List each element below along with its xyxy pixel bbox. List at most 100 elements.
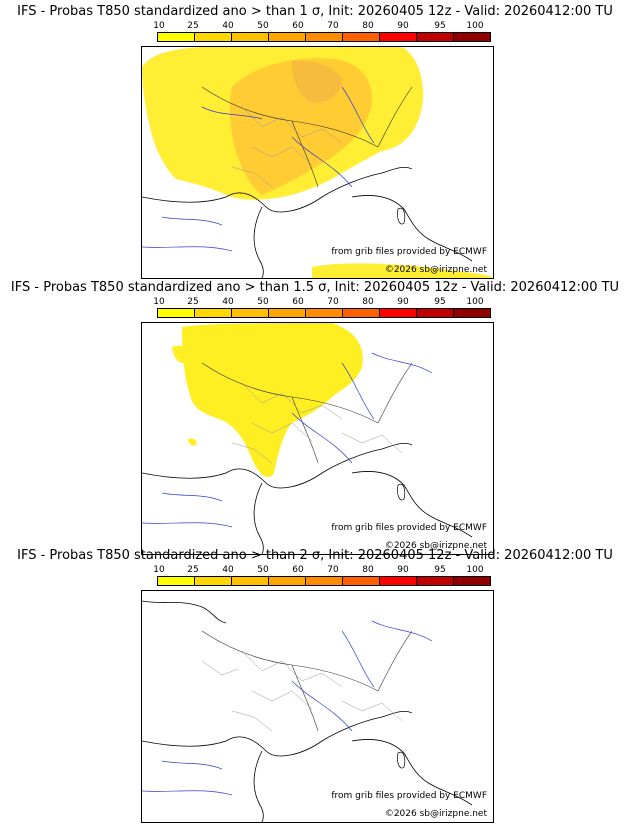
legend-label: 40 <box>222 21 234 31</box>
legend-label: 60 <box>292 297 304 307</box>
legend-swatch <box>417 33 454 41</box>
legend-swatch <box>343 33 380 41</box>
coastline <box>142 710 413 757</box>
probability-area-10-west <box>172 345 191 363</box>
rivers <box>142 352 433 528</box>
legend-swatch <box>380 309 417 317</box>
legend-swatch <box>380 577 417 585</box>
island-corsica <box>397 483 406 501</box>
legend-label: 90 <box>397 297 409 307</box>
country-border <box>201 630 413 732</box>
legend-label: 40 <box>222 565 234 575</box>
source-credit: from grib files provided by ECMWF <box>331 523 487 533</box>
source-credit: from grib files provided by ECMWF <box>331 791 487 801</box>
legend-label: 95 <box>434 565 446 575</box>
legend-swatch <box>454 577 490 585</box>
legend-swatch <box>306 33 343 41</box>
coastline <box>351 471 473 538</box>
map-area: from grib files provided by ECMWF ©2026 … <box>141 322 494 555</box>
panel-title: IFS - Probas T850 standardized ano > tha… <box>17 4 613 19</box>
legend-swatch <box>195 33 232 41</box>
legend-swatch <box>343 577 380 585</box>
legend-color-bar <box>157 308 491 318</box>
legend-swatch <box>306 577 343 585</box>
legend-label: 70 <box>327 565 339 575</box>
legend-label: 80 <box>362 565 374 575</box>
country-border <box>201 362 413 464</box>
panel-title: IFS - Probas T850 standardized ano > tha… <box>10 280 620 295</box>
rivers <box>142 620 433 796</box>
legend-label: 10 <box>153 297 165 307</box>
map-panel-2: IFS - Probas T850 standardized ano > tha… <box>0 276 630 555</box>
color-legend: 10 25 40 50 60 70 80 90 95 100 <box>153 21 491 43</box>
legend-swatch <box>306 309 343 317</box>
legend-swatch <box>195 577 232 585</box>
probability-area-south <box>312 263 493 278</box>
admin-borders <box>201 650 403 732</box>
legend-label: 50 <box>257 297 269 307</box>
legend-label: 25 <box>187 565 199 575</box>
legend-swatch <box>417 309 454 317</box>
legend-label: 10 <box>153 21 165 31</box>
legend-color-bar <box>157 576 491 586</box>
island-corsica <box>397 751 406 769</box>
map-area: from grib files provided by ECMWF ©2026 … <box>141 46 494 279</box>
legend-swatch <box>158 309 195 317</box>
legend-swatch <box>454 309 490 317</box>
legend-label: 40 <box>222 297 234 307</box>
legend-swatch <box>417 577 454 585</box>
copyright-credit: ©2026 sb@irizpne.net <box>384 541 487 551</box>
legend-label: 50 <box>257 565 269 575</box>
legend-label: 70 <box>327 21 339 31</box>
legend-label: 25 <box>187 297 199 307</box>
admin-borders <box>231 106 343 188</box>
legend-swatch <box>232 577 269 585</box>
legend-swatch <box>269 309 306 317</box>
legend-swatch <box>269 577 306 585</box>
probability-area-10-spot <box>188 438 197 446</box>
map-canvas <box>142 47 493 278</box>
copyright-credit: ©2026 sb@irizpne.net <box>384 809 487 819</box>
legend-swatch <box>343 309 380 317</box>
legend-label: 60 <box>292 565 304 575</box>
legend-swatch <box>269 33 306 41</box>
map-panel-1: IFS - Probas T850 standardized ano > tha… <box>0 0 630 279</box>
legend-swatch <box>232 33 269 41</box>
legend-swatch <box>195 309 232 317</box>
legend-label: 95 <box>434 21 446 31</box>
legend-label: 80 <box>362 297 374 307</box>
coastline <box>351 739 473 806</box>
coastline-north <box>142 600 227 624</box>
legend-swatch <box>232 309 269 317</box>
panel-title: IFS - Probas T850 standardized ano > tha… <box>17 548 613 563</box>
coastline <box>142 166 413 213</box>
copyright-credit: ©2026 sb@irizpne.net <box>384 265 487 275</box>
legend-labels: 10 25 40 50 60 70 80 90 95 100 <box>153 565 491 575</box>
rivers <box>142 86 375 252</box>
color-legend: 10 25 40 50 60 70 80 90 95 100 <box>153 565 491 587</box>
coastline <box>351 195 473 262</box>
country-border <box>201 86 413 188</box>
legend-label: 25 <box>187 21 199 31</box>
coastline <box>253 482 264 554</box>
legend-label: 70 <box>327 297 339 307</box>
legend-label: 90 <box>397 21 409 31</box>
legend-labels: 10 25 40 50 60 70 80 90 95 100 <box>153 21 491 31</box>
legend-labels: 10 25 40 50 60 70 80 90 95 100 <box>153 297 491 307</box>
legend-swatch <box>380 33 417 41</box>
legend-label: 100 <box>466 565 484 575</box>
coastline <box>142 442 413 489</box>
island-corsica <box>397 207 406 225</box>
legend-label: 50 <box>257 21 269 31</box>
admin-borders <box>231 382 403 464</box>
color-legend: 10 25 40 50 60 70 80 90 95 100 <box>153 297 491 319</box>
source-credit: from grib files provided by ECMWF <box>331 247 487 257</box>
legend-label: 10 <box>153 565 165 575</box>
legend-swatch <box>158 577 195 585</box>
probability-area-40 <box>292 60 342 103</box>
legend-swatch <box>158 33 195 41</box>
legend-label: 100 <box>466 297 484 307</box>
legend-label: 80 <box>362 21 374 31</box>
legend-label: 60 <box>292 21 304 31</box>
legend-label: 100 <box>466 21 484 31</box>
